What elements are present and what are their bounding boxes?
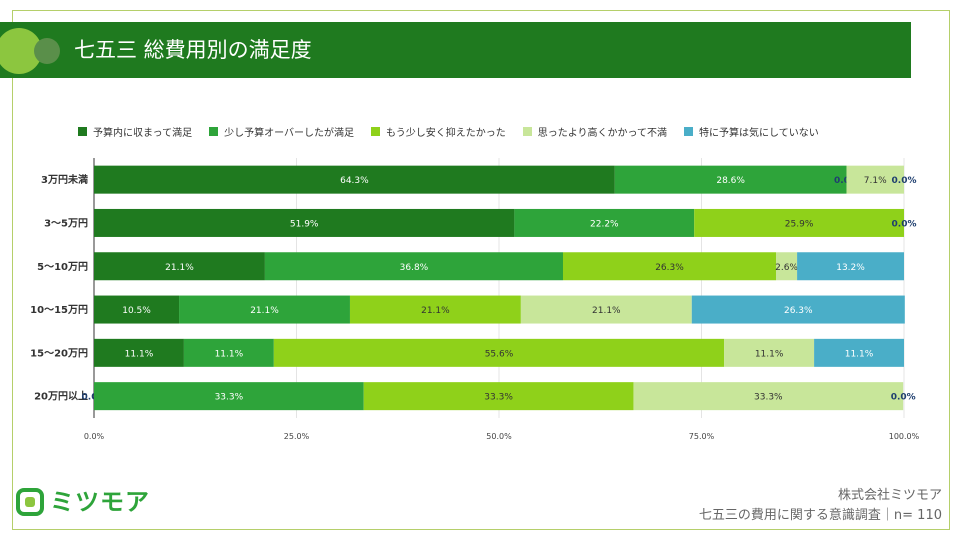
- data-label: 33.3%: [215, 393, 244, 403]
- legend-label: 特に予算は気にしていない: [699, 127, 819, 139]
- legend-item-3: もう少し安く抑えたかった: [371, 124, 506, 139]
- data-label: 25.9%: [785, 219, 814, 229]
- bar-segment: [520, 295, 692, 324]
- legend-swatch: [522, 126, 532, 136]
- bar-segment: [797, 252, 904, 281]
- bar-segment: [694, 208, 904, 237]
- brand-logo: ミツモア: [16, 488, 150, 516]
- survey-caption: 七五三の費用に関する意識調査｜n= 110: [698, 508, 942, 523]
- data-label: 11.1%: [845, 349, 874, 359]
- data-label: 26.3%: [784, 306, 813, 316]
- bar-segment: [363, 382, 634, 411]
- legend-item-4: 思ったより高くかかって不満: [522, 124, 668, 139]
- category-label: 5〜10万円: [37, 261, 88, 273]
- legend-swatch: [684, 126, 694, 136]
- category-label: 3〜5万円: [44, 217, 88, 229]
- bar-segment: [94, 338, 184, 367]
- bar-segment: [94, 295, 180, 324]
- x-tick-label: 100.0%: [889, 432, 920, 441]
- bar-segment: [846, 165, 904, 194]
- x-tick-label: 75.0%: [689, 432, 715, 441]
- bar-segment: [514, 208, 695, 237]
- bar-segment: [273, 338, 725, 367]
- category-label: 10〜15万円: [30, 304, 88, 316]
- bar-segment: [179, 295, 350, 324]
- data-label: 0.0%: [892, 219, 917, 229]
- data-label: 0.0%: [891, 393, 916, 403]
- data-label: 36.8%: [400, 263, 429, 273]
- bar-segment: [349, 295, 521, 324]
- legend-item-5: 特に予算は気にしていない: [684, 124, 819, 139]
- category-label: 15〜20万円: [30, 347, 88, 359]
- data-label: 11.1%: [125, 349, 154, 359]
- bar-segment: [183, 338, 274, 367]
- bar-segment: [94, 382, 364, 411]
- bar-segment: [94, 208, 515, 237]
- footer-credits: 株式会社ミツモア 七五三の費用に関する意識調査｜n= 110: [699, 486, 942, 526]
- data-label: 11.1%: [755, 349, 784, 359]
- data-label: 7.1%: [864, 176, 887, 186]
- legend-swatch: [78, 126, 87, 136]
- bar-segment: [562, 252, 777, 281]
- data-label: 11.1%: [215, 349, 244, 359]
- legend-label: もう少し安く抑えたかった: [386, 127, 506, 139]
- data-label: 0.0%: [892, 176, 917, 186]
- bar-segment: [814, 338, 904, 367]
- mitsumoa-logo-icon: [16, 488, 44, 516]
- data-label: 10.5%: [122, 306, 151, 316]
- data-label: 22.2%: [590, 219, 619, 229]
- data-label: 21.1%: [421, 306, 450, 316]
- data-label: 21.1%: [165, 263, 194, 273]
- bar-segment: [264, 252, 563, 281]
- data-label: 64.3%: [340, 176, 369, 186]
- data-label: 33.3%: [484, 393, 513, 403]
- slide-frame: [12, 10, 950, 530]
- bar-segment: [633, 382, 904, 411]
- data-label: 51.9%: [290, 219, 319, 229]
- bar-segment: [94, 252, 265, 281]
- page-title: 七五三 総費用別の満足度: [74, 38, 312, 62]
- data-label: 21.1%: [592, 306, 621, 316]
- legend-label: 思ったより高くかかって不満: [537, 127, 668, 139]
- data-label: 28.6%: [716, 176, 745, 186]
- title-banner: [0, 22, 911, 78]
- chart-legend: 予算内に収まって満足 少し予算オーバーしたが満足 もう少し安く抑えたかった 思ったより…: [78, 122, 908, 140]
- legend-label: 予算内に収まって満足: [93, 127, 193, 139]
- category-label: 20万円以上: [34, 390, 88, 403]
- data-label: 33.3%: [754, 393, 783, 403]
- category-label: 3万円未満: [41, 173, 88, 186]
- bar-segment: [614, 165, 847, 194]
- data-label: 2.6%: [775, 263, 798, 273]
- decorative-circle-small: [34, 38, 60, 64]
- legend-item-1: 予算内に収まって満足: [78, 124, 192, 139]
- x-tick-label: 0.0%: [84, 432, 105, 441]
- legend-swatch: [371, 126, 381, 136]
- legend-item-2: 少し予算オーバーしたが満足: [209, 124, 354, 139]
- x-tick-label: 50.0%: [486, 432, 512, 441]
- x-tick-label: 25.0%: [284, 432, 310, 441]
- logo-text: ミツモア: [50, 488, 150, 516]
- company-name: 株式会社ミツモア: [837, 488, 942, 503]
- bar-segment: [724, 338, 815, 367]
- bar-segment: [94, 165, 615, 194]
- bar-segment: [691, 295, 905, 324]
- legend-swatch: [209, 126, 219, 136]
- data-label: 21.1%: [250, 306, 279, 316]
- data-label: 26.3%: [655, 263, 684, 273]
- legend-label: 少し予算オーバーしたが満足: [224, 127, 355, 139]
- bar-segment: [776, 252, 798, 281]
- data-label: 13.2%: [836, 263, 865, 273]
- data-label: 55.6%: [485, 349, 514, 359]
